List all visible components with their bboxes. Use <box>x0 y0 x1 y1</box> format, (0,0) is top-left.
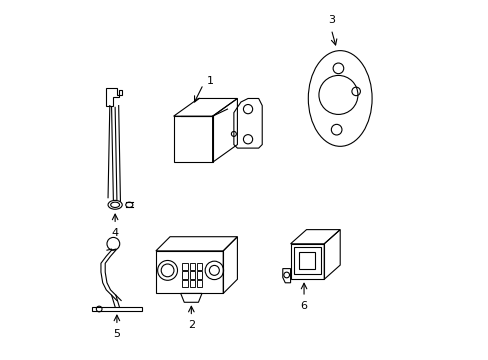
Bar <box>196 280 202 287</box>
Text: 5: 5 <box>113 329 120 339</box>
Bar <box>196 271 202 279</box>
Bar <box>189 280 195 287</box>
Bar <box>299 252 315 269</box>
Text: 2: 2 <box>187 320 195 330</box>
Bar <box>189 271 195 279</box>
Bar <box>189 263 195 270</box>
Bar <box>196 263 202 270</box>
Text: 4: 4 <box>111 228 119 238</box>
Bar <box>182 271 188 279</box>
Bar <box>182 280 188 287</box>
Text: 6: 6 <box>300 301 307 311</box>
Bar <box>182 263 188 270</box>
Text: 3: 3 <box>327 15 334 25</box>
Bar <box>293 247 320 274</box>
Text: 1: 1 <box>206 76 213 86</box>
